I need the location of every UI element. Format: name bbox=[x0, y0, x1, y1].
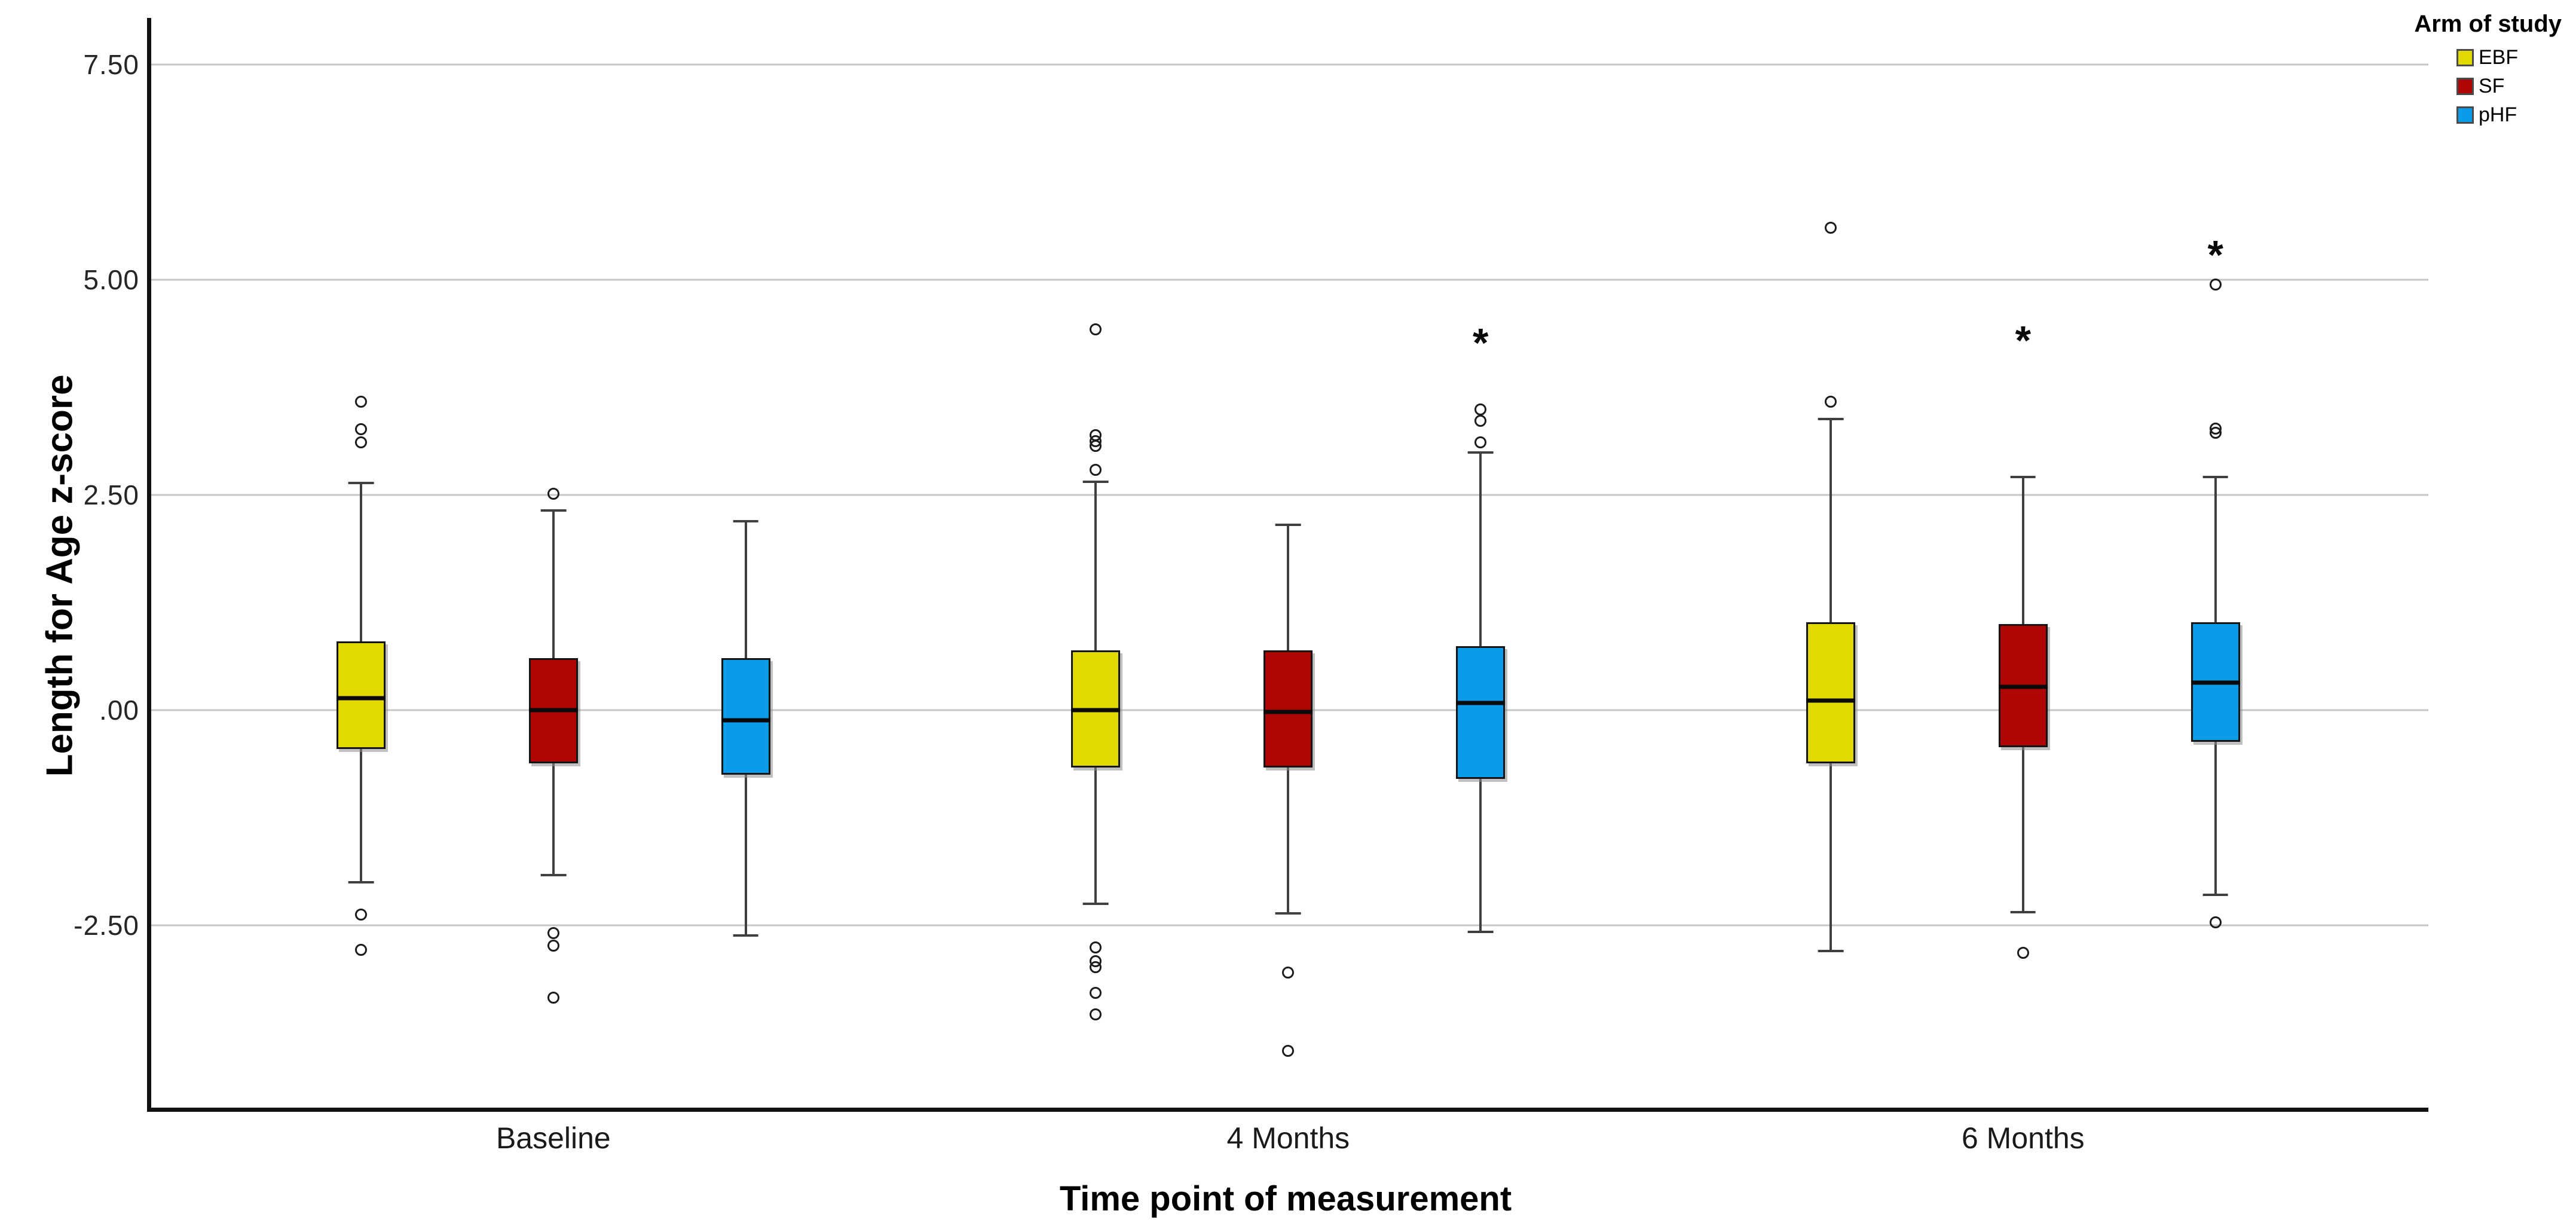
whisker-cap bbox=[2202, 475, 2229, 478]
outlier-circle bbox=[1090, 323, 1102, 336]
whisker-cap bbox=[2202, 894, 2229, 897]
legend-swatch-ebf bbox=[2456, 49, 2474, 66]
legend-item-ebf: EBF bbox=[2456, 46, 2562, 69]
y-tick-label: .00 bbox=[99, 694, 139, 726]
outlier-circle bbox=[1474, 436, 1487, 448]
median-line bbox=[1456, 701, 1506, 705]
whisker-cap bbox=[2010, 911, 2036, 914]
outlier-circle bbox=[2209, 279, 2222, 291]
box-ebf-6-months bbox=[1806, 622, 1855, 763]
legend-swatch-sf bbox=[2456, 78, 2474, 95]
box-ebf-baseline bbox=[336, 641, 386, 749]
y-tick-label: 5.00 bbox=[83, 264, 139, 295]
median-line bbox=[1806, 698, 1855, 703]
gridline bbox=[151, 279, 2428, 281]
outlier-circle bbox=[354, 436, 367, 448]
extreme-asterisk: * bbox=[1473, 320, 1489, 366]
outlier-circle bbox=[2209, 916, 2222, 929]
median-line bbox=[721, 718, 770, 723]
whisker-cap bbox=[1083, 481, 1109, 484]
legend-label-ebf: EBF bbox=[2479, 46, 2519, 69]
y-tick-label: 7.50 bbox=[83, 48, 139, 80]
median-line bbox=[528, 708, 578, 713]
whisker-cap bbox=[1275, 524, 1301, 527]
outlier-circle bbox=[1090, 961, 1102, 974]
outlier-circle bbox=[1090, 463, 1102, 476]
whisker-cap bbox=[1467, 451, 1494, 454]
outlier-circle bbox=[1474, 414, 1487, 427]
extreme-asterisk: * bbox=[2015, 317, 2032, 363]
legend-label-phf: pHF bbox=[2479, 103, 2517, 126]
median-line bbox=[1071, 708, 1121, 713]
whisker-cap bbox=[733, 520, 759, 523]
outlier-circle bbox=[547, 927, 559, 939]
x-tick-label: Baseline bbox=[495, 1121, 611, 1155]
legend-swatch-phf bbox=[2456, 106, 2474, 124]
extreme-asterisk: * bbox=[2207, 232, 2223, 278]
box-sf-4-months bbox=[1263, 650, 1313, 768]
legend-item-phf: pHF bbox=[2456, 103, 2562, 127]
outlier-circle bbox=[1090, 941, 1102, 954]
whisker-cap bbox=[1818, 418, 1844, 421]
legend-title: Arm of study bbox=[2414, 11, 2562, 37]
legend-label-sf: SF bbox=[2479, 75, 2505, 97]
y-tick-label: -2.50 bbox=[74, 909, 139, 941]
outlier-circle bbox=[547, 488, 559, 500]
gridline bbox=[151, 494, 2428, 496]
box-phf-baseline bbox=[721, 658, 770, 775]
outlier-circle bbox=[547, 940, 559, 952]
outlier-circle bbox=[1090, 1008, 1102, 1021]
gridline bbox=[151, 924, 2428, 927]
whisker-cap bbox=[540, 509, 567, 512]
median-line bbox=[1998, 684, 2048, 689]
whisker-cap bbox=[348, 481, 374, 484]
whisker-cap bbox=[348, 880, 374, 883]
whisker-cap bbox=[1818, 949, 1844, 952]
whisker-cap bbox=[733, 934, 759, 937]
whisker-cap bbox=[1275, 912, 1301, 915]
outlier-circle bbox=[1282, 1044, 1295, 1057]
median-line bbox=[1263, 710, 1313, 714]
outlier-circle bbox=[354, 423, 367, 436]
outlier-circle bbox=[354, 396, 367, 408]
legend-item-sf: SF bbox=[2456, 75, 2562, 98]
outlier-circle bbox=[2017, 946, 2029, 959]
outlier-circle bbox=[1824, 396, 1837, 408]
x-axis-title: Time point of measurement bbox=[1059, 1179, 1512, 1218]
outlier-circle bbox=[1474, 403, 1487, 416]
legend: Arm of study EBF SF pHF bbox=[2414, 11, 2562, 127]
outlier-circle bbox=[547, 991, 559, 1004]
outlier-circle bbox=[1282, 966, 1295, 979]
whisker-cap bbox=[1467, 931, 1494, 934]
median-line bbox=[336, 696, 386, 701]
whisker-cap bbox=[2010, 475, 2036, 478]
outlier-circle bbox=[1824, 222, 1837, 234]
box-phf-4-months bbox=[1456, 646, 1506, 779]
whisker-cap bbox=[1083, 902, 1109, 905]
y-tick-label: 2.50 bbox=[83, 479, 139, 510]
whisker-cap bbox=[540, 874, 567, 877]
plot-area: 7.50 5.00 2.50 .00 -2.50 Baseline 4 Months 6 Mo… bbox=[74, 18, 2428, 1155]
x-tick-label: 4 Months bbox=[1226, 1121, 1350, 1155]
outlier-circle bbox=[2209, 427, 2222, 439]
outlier-circle bbox=[1090, 439, 1102, 452]
legend-items: EBF SF pHF bbox=[2456, 46, 2562, 127]
gridline bbox=[151, 63, 2428, 66]
outlier-circle bbox=[1090, 987, 1102, 999]
outlier-circle bbox=[354, 909, 367, 921]
median-line bbox=[2190, 680, 2240, 685]
x-tick-label: 6 Months bbox=[1961, 1121, 2085, 1155]
outlier-circle bbox=[354, 944, 367, 956]
